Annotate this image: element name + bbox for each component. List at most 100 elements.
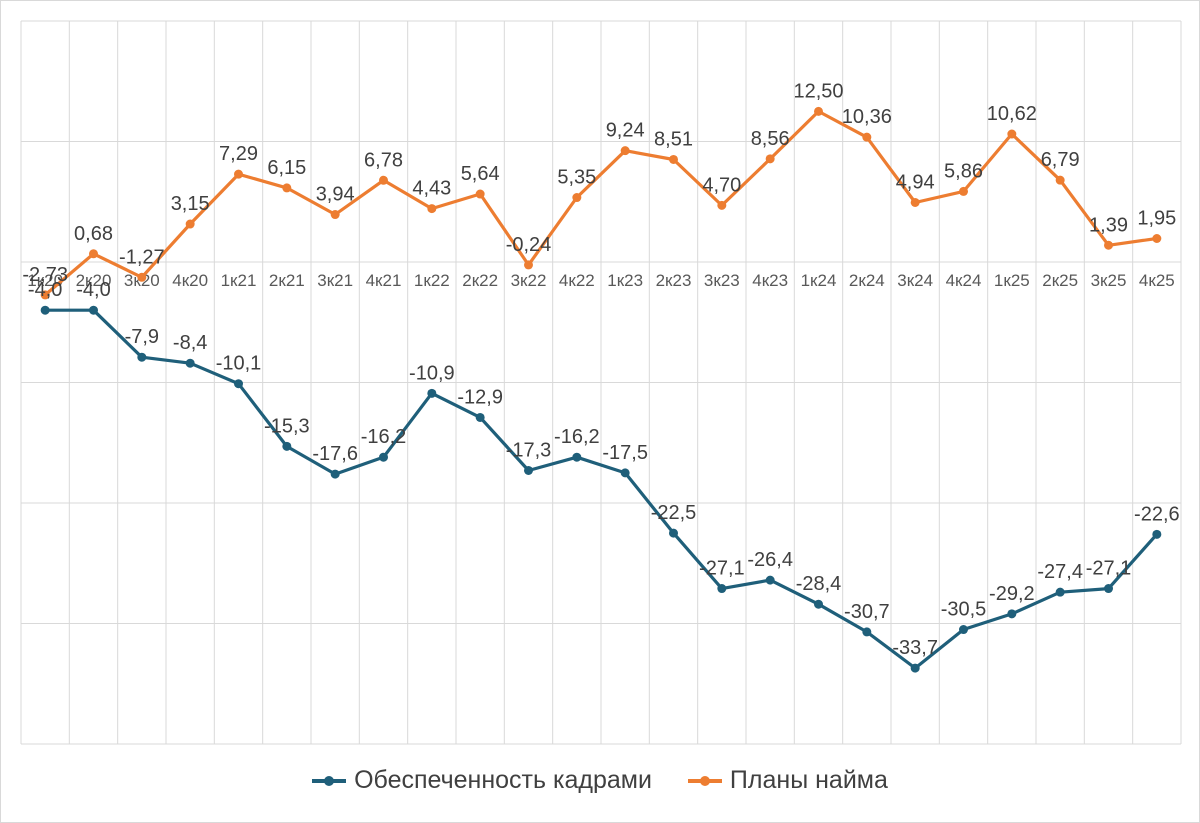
data-point xyxy=(524,260,533,270)
data-label: 6,79 xyxy=(1041,149,1080,171)
legend-label-series-1: Обеспеченность кадрами xyxy=(354,766,652,794)
x-tick-label: 4к21 xyxy=(366,271,402,290)
data-label: 1,39 xyxy=(1089,214,1128,236)
data-label: -22,5 xyxy=(651,502,697,524)
data-point xyxy=(572,193,582,203)
data-point xyxy=(862,132,872,142)
data-point xyxy=(959,625,968,635)
data-point xyxy=(1104,240,1113,250)
data-label: 5,86 xyxy=(944,160,983,182)
series-line-2 xyxy=(44,109,1158,297)
data-point xyxy=(137,272,147,282)
data-point xyxy=(89,249,98,259)
data-point xyxy=(572,452,582,462)
data-label: -16,2 xyxy=(554,426,600,448)
data-point xyxy=(379,452,388,462)
data-point xyxy=(765,575,775,585)
data-point xyxy=(1152,234,1162,244)
data-label: -12,9 xyxy=(457,386,503,408)
data-label: -29,2 xyxy=(989,583,1035,605)
data-label: -10,9 xyxy=(409,362,455,384)
data-label: 12,50 xyxy=(793,80,843,102)
data-label: 5,64 xyxy=(461,163,500,185)
data-label: -27,1 xyxy=(1086,558,1132,580)
x-tick-label: 4к22 xyxy=(559,271,595,290)
data-label: -33,7 xyxy=(892,637,938,659)
data-point xyxy=(379,175,388,185)
x-tick-label: 2к24 xyxy=(849,271,885,290)
data-point xyxy=(1104,584,1113,594)
data-point xyxy=(234,169,243,179)
legend-item-series-1[interactable]: Обеспеченность кадрами xyxy=(312,766,652,795)
data-point xyxy=(862,627,872,637)
data-label: -28,4 xyxy=(796,573,842,595)
data-point xyxy=(1007,129,1017,139)
legend-label-series-2: Планы найма xyxy=(729,766,888,794)
data-point xyxy=(959,186,968,196)
data-label: 10,62 xyxy=(987,103,1037,125)
x-tick-label: 1к24 xyxy=(801,271,837,290)
legend: Обеспеченность кадрами Планы найма xyxy=(0,766,1200,795)
data-point xyxy=(814,106,823,116)
data-point xyxy=(1055,587,1065,597)
data-point xyxy=(669,154,678,164)
x-tick-label: 2к22 xyxy=(462,271,498,290)
line-chart: 1к202к203к204к201к212к213к214к211к222к22… xyxy=(20,20,1182,745)
data-label: -4,0 xyxy=(28,279,62,301)
data-point xyxy=(910,663,920,673)
data-point xyxy=(234,379,243,389)
data-label: -30,7 xyxy=(844,601,890,623)
x-tick-label: 2к23 xyxy=(656,271,692,290)
data-label: -30,5 xyxy=(941,599,987,621)
x-tick-label: 1к23 xyxy=(607,271,643,290)
data-label: 8,56 xyxy=(751,128,790,150)
gridlines xyxy=(20,20,1182,745)
data-point xyxy=(40,290,50,300)
data-point xyxy=(330,469,340,479)
data-label: -27,4 xyxy=(1037,561,1083,583)
data-label: 1,95 xyxy=(1137,208,1176,230)
data-label: 3,15 xyxy=(171,193,210,215)
data-label: 6,15 xyxy=(267,157,306,179)
data-point xyxy=(89,305,98,315)
data-point xyxy=(475,412,485,422)
x-tick-label: 3к25 xyxy=(1091,271,1127,290)
data-label: 3,94 xyxy=(316,184,355,206)
data-label: -0,24 xyxy=(506,234,552,256)
x-tick-label: 3к23 xyxy=(704,271,740,290)
legend-item-series-2[interactable]: Планы найма xyxy=(687,766,888,795)
data-label: 6,78 xyxy=(364,149,403,171)
data-label: -17,3 xyxy=(506,439,552,461)
x-tick-label: 1к21 xyxy=(221,271,257,290)
data-labels: -4,0 -4,0-7,9 -8,4-10,1-15,3-17,6-16,2-10,… xyxy=(22,80,1179,659)
x-tick-label: 4к20 xyxy=(172,271,208,290)
data-label: 4,70 xyxy=(702,174,741,196)
data-point xyxy=(1152,529,1162,539)
data-label: 8,51 xyxy=(654,128,693,150)
data-point xyxy=(910,197,920,207)
data-label: -4,0 xyxy=(76,279,110,301)
data-label: -22,6 xyxy=(1134,503,1180,525)
legend-swatch-series-2 xyxy=(687,775,722,786)
data-point xyxy=(330,210,340,220)
data-label: -16,2 xyxy=(361,426,407,448)
data-label: -15,3 xyxy=(264,415,310,437)
data-label: 0,68 xyxy=(74,223,113,245)
series-group xyxy=(40,106,1162,673)
data-label: -2,73 xyxy=(22,264,68,286)
data-label: -7,9 xyxy=(125,326,159,348)
x-tick-label: 1к25 xyxy=(994,271,1030,290)
data-point xyxy=(185,219,195,229)
x-tick-label: 3к24 xyxy=(897,271,933,290)
legend-swatch-series-1 xyxy=(312,775,347,786)
data-point xyxy=(814,599,823,609)
data-label: -26,4 xyxy=(747,549,793,571)
data-point xyxy=(669,528,678,538)
x-tick-label: 2к25 xyxy=(1042,271,1078,290)
data-label: 7,29 xyxy=(219,143,258,165)
data-label: -17,5 xyxy=(602,442,648,464)
x-tick-label: 4к25 xyxy=(1139,271,1175,290)
data-point xyxy=(137,352,147,362)
series-line-1 xyxy=(45,308,1158,670)
data-label: -8,4 xyxy=(173,332,207,354)
